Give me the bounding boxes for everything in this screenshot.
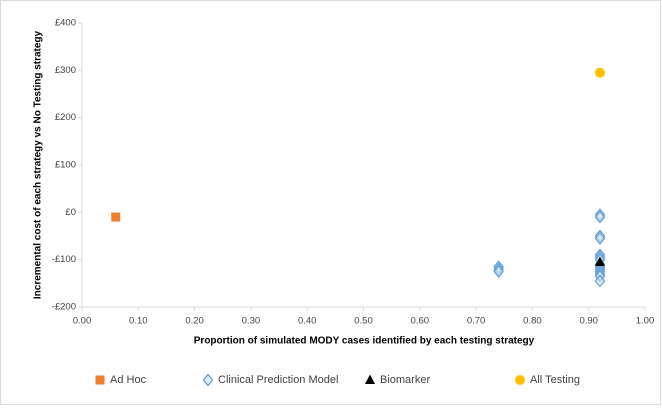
legend-label: Clinical Prediction Model [218,374,338,386]
legend-marker [202,373,214,387]
legend-label: Biomarker [380,374,430,386]
x-tick-label: 0.50 [354,316,373,327]
y-tick-label: £400 [55,18,76,29]
point [493,265,504,278]
point [594,67,605,78]
legend-label: All Testing [530,374,580,386]
y-tick-label: -£200 [52,302,76,313]
legend-marker [515,375,525,385]
x-tick-label: 0.30 [242,316,261,327]
y-axis-label: Incremental cost of each strategy vs No … [33,30,44,299]
x-tick-label: 0.00 [73,316,92,327]
y-tick-label: £300 [55,65,76,76]
x-tick-label: 1.00 [636,316,655,327]
point [594,256,605,267]
legend-marker [365,374,375,384]
y-tick-label: £100 [55,160,76,171]
x-tick-label: 0.80 [523,316,542,327]
x-axis-label: Proportion of simulated MODY cases ident… [194,336,535,347]
point [594,210,606,224]
y-tick-label: -£100 [52,254,76,265]
x-tick-label: 0.70 [467,316,486,327]
legend-marker [95,375,105,385]
y-tick-label: £200 [55,112,76,123]
point [594,231,606,245]
x-tick-label: 0.20 [185,316,204,327]
legend-label: Ad Hoc [110,374,147,386]
point [111,212,121,222]
y-tick-label: £0 [65,207,76,218]
point [594,274,606,288]
x-tick-label: 0.60 [411,316,430,327]
x-tick-label: 0.90 [579,316,598,327]
x-tick-label: 0.40 [298,316,317,327]
x-tick-label: 0.10 [129,316,148,327]
